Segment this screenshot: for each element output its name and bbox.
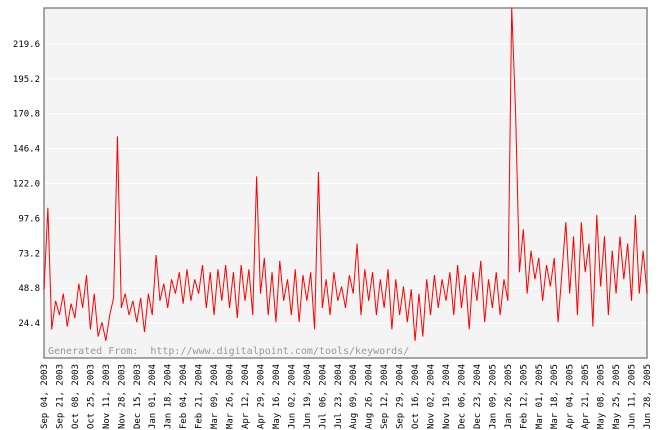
x-tick-label: May 16, 2004 xyxy=(272,364,282,429)
x-tick-label: Apr 29, 2004 xyxy=(256,364,266,429)
x-tick-label: May 08, 2005 xyxy=(597,364,607,429)
x-tick-label: Jan 01, 2004 xyxy=(148,364,158,429)
x-tick-label: Sep 21, 2003 xyxy=(55,364,65,429)
x-tick-label: Nov 11, 2003 xyxy=(102,364,112,429)
x-tick-label: Jan 09, 2005 xyxy=(488,364,498,429)
x-tick-label: Jun 19, 2004 xyxy=(303,364,313,429)
x-tick-label: Jan 18, 2004 xyxy=(164,364,174,429)
x-tick-label: Nov 02, 2004 xyxy=(427,364,437,429)
x-tick-label: Dec 06, 2004 xyxy=(457,364,467,429)
y-tick-label: 219.6 xyxy=(13,40,40,50)
y-tick-label: 48.8 xyxy=(18,284,40,294)
x-tick-label: Jun 11, 2005 xyxy=(628,364,638,429)
x-tick-label: Jun 28, 2005 xyxy=(643,364,653,429)
x-tick-label: Jul 23, 2004 xyxy=(334,364,344,429)
y-tick-label: 195.2 xyxy=(13,75,40,85)
x-tick-label: Nov 28, 2003 xyxy=(117,364,127,429)
x-tick-label: Mar 01, 2005 xyxy=(535,364,545,429)
x-tick-label: Dec 23, 2004 xyxy=(473,364,483,429)
x-tick-label: Mar 18, 2005 xyxy=(550,364,560,429)
x-tick-label: Sep 12, 2004 xyxy=(380,364,390,429)
y-tick-label: 97.6 xyxy=(18,214,40,224)
y-tick-label: 73.2 xyxy=(18,249,40,259)
x-tick-label: Sep 04, 2003 xyxy=(40,364,50,429)
line-series xyxy=(43,7,648,341)
x-tick-label: Oct 25, 2003 xyxy=(86,364,96,429)
x-tick-label: Aug 26, 2004 xyxy=(365,364,375,429)
x-tick-label: Oct 16, 2004 xyxy=(411,364,421,429)
x-tick-label: Apr 04, 2005 xyxy=(566,364,576,429)
x-tick-label: Dec 15, 2003 xyxy=(133,364,143,429)
x-tick-label: Feb 21, 2004 xyxy=(195,364,205,429)
x-tick-label: Feb 04, 2004 xyxy=(179,364,189,429)
x-tick-label: Jul 06, 2004 xyxy=(318,364,328,429)
x-tick-label: Mar 09, 2004 xyxy=(210,364,220,429)
y-tick-label: 170.8 xyxy=(13,110,40,120)
x-tick-label: Sep 29, 2004 xyxy=(396,364,406,429)
x-tick-label: May 25, 2005 xyxy=(612,364,622,429)
x-tick-label: Apr 21, 2005 xyxy=(581,364,591,429)
x-tick-label: Apr 12, 2004 xyxy=(241,364,251,429)
y-tick-label: 146.4 xyxy=(13,145,40,155)
x-tick-label: Jun 02, 2004 xyxy=(287,364,297,429)
x-tick-label: Mar 26, 2004 xyxy=(226,364,236,429)
y-tick-label: 122.0 xyxy=(13,180,40,190)
x-tick-label: Feb 12, 2005 xyxy=(519,364,529,429)
x-tick-label: Aug 09, 2004 xyxy=(349,364,359,429)
plot-area xyxy=(43,7,648,359)
y-tick-label: 24.4 xyxy=(18,319,40,329)
watermark: Generated From: http://www.digitalpoint.… xyxy=(48,346,409,357)
x-tick-label: Nov 19, 2004 xyxy=(442,364,452,429)
x-tick-label: Jan 26, 2005 xyxy=(504,364,514,429)
x-tick-label: Oct 08, 2003 xyxy=(71,364,81,429)
